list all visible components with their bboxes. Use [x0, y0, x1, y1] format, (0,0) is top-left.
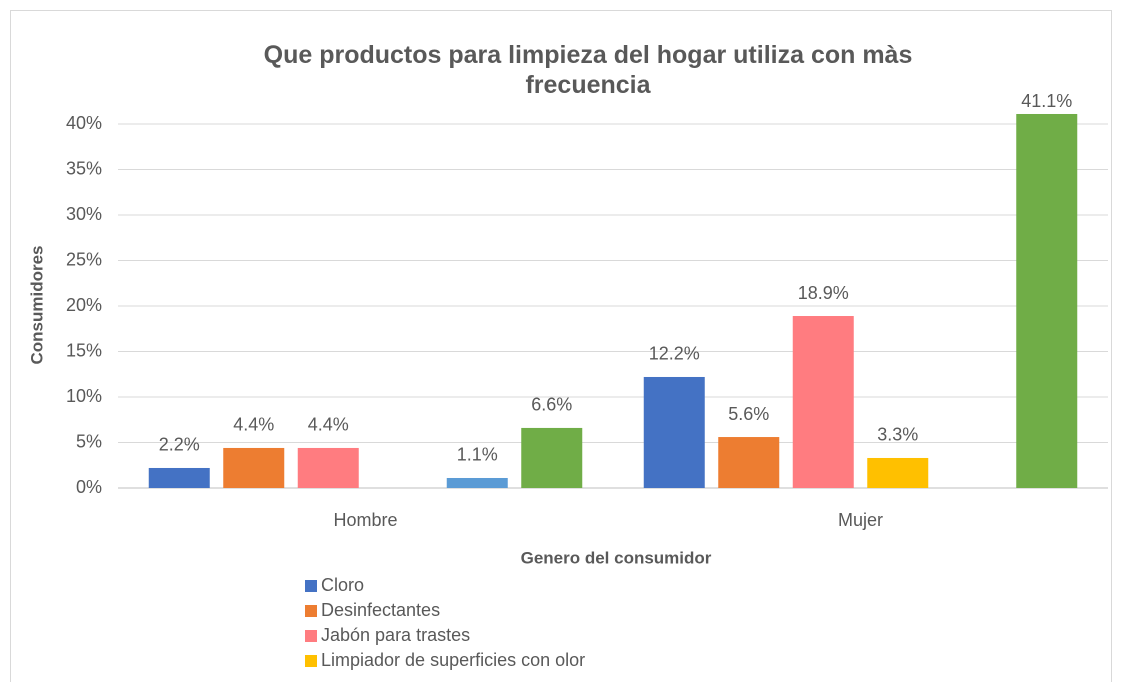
y-tick-label: 20% [66, 295, 102, 315]
bar [297, 447, 359, 488]
x-tick-label: Mujer [838, 510, 883, 530]
y-tick-label: 15% [66, 340, 102, 360]
data-label: 3.3% [877, 425, 918, 445]
legend-swatch [305, 580, 317, 592]
legend-swatch [305, 655, 317, 667]
bar [148, 467, 210, 488]
x-tick-label: Hombre [333, 510, 397, 530]
data-label: 2.2% [159, 435, 200, 455]
y-tick-label: 30% [66, 204, 102, 224]
y-tick-label: 10% [66, 386, 102, 406]
bar [867, 457, 929, 488]
y-tick-label: 5% [76, 431, 102, 451]
legend-label: Limpiador de superficies con olor [321, 650, 585, 670]
y-tick-label: 0% [76, 477, 102, 497]
y-tick-label: 25% [66, 249, 102, 269]
bar [1016, 113, 1078, 489]
bar [718, 437, 780, 488]
bar [521, 427, 583, 488]
bar [223, 447, 285, 488]
data-label: 41.1% [1021, 91, 1072, 111]
chart-title: Que productos para limpieza del hogar ut… [263, 41, 913, 99]
data-label: 18.9% [798, 283, 849, 303]
data-label: 5.6% [728, 404, 769, 424]
bar [446, 477, 508, 488]
data-label: 4.4% [308, 415, 349, 435]
chart-border [10, 10, 1112, 682]
y-tick-label: 40% [66, 113, 102, 133]
y-axis-title: Consumidores [27, 245, 46, 364]
bar [792, 316, 854, 488]
data-label: 4.4% [233, 415, 274, 435]
data-label: 1.1% [457, 445, 498, 465]
legend-swatch [305, 605, 317, 617]
legend-label: Desinfectantes [321, 600, 440, 620]
data-label: 12.2% [649, 344, 700, 364]
legend-label: Jabón para trastes [321, 625, 470, 645]
bar [643, 376, 705, 488]
y-tick-label: 35% [66, 158, 102, 178]
legend-swatch [305, 630, 317, 642]
legend-label: Cloro [321, 575, 364, 595]
data-label: 6.6% [531, 395, 572, 415]
x-axis-title: Genero del consumidor [521, 548, 712, 567]
